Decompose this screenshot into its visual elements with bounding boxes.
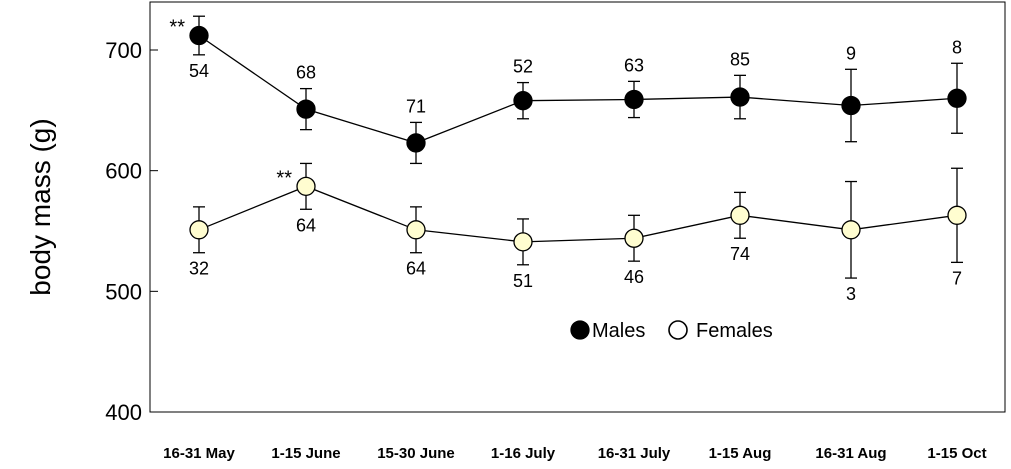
data-point — [730, 205, 750, 225]
sample-size-label: 68 — [296, 63, 316, 83]
sample-size-label: 9 — [846, 43, 856, 63]
data-point — [406, 220, 426, 240]
sample-size-label: 71 — [406, 96, 426, 116]
sample-size-label: 64 — [406, 259, 426, 279]
legend-label-females: Females — [696, 320, 773, 342]
data-point — [730, 87, 750, 107]
y-tick-label: 400 — [105, 400, 142, 425]
data-point — [296, 176, 316, 197]
significance-label: ** — [276, 167, 292, 189]
series-line — [198, 185, 958, 243]
y-tick-label: 600 — [105, 159, 142, 184]
x-tick-label: 16-31 May — [163, 445, 235, 462]
x-tick-label: 1-15 Oct — [927, 445, 986, 462]
labels-group: 54 68 71 52 63 85 9 8 ** 32 64 64 51 46 74 3 7 ** — [169, 17, 962, 305]
data-point — [189, 220, 209, 240]
series-group — [189, 15, 967, 279]
data-point — [947, 205, 967, 225]
data-point — [296, 99, 316, 119]
sample-size-label: 32 — [189, 259, 209, 279]
data-point — [841, 95, 861, 116]
significance-label: ** — [169, 17, 185, 39]
x-tick-label: 15-30 June — [377, 445, 455, 462]
x-tick-label: 1-16 July — [491, 445, 556, 462]
data-point — [841, 220, 861, 240]
data-point — [189, 25, 209, 46]
legend-marker-males — [570, 320, 590, 340]
sample-size-label: 63 — [624, 55, 644, 75]
y-axis-label: body mass (g) — [25, 118, 56, 295]
legend-marker-females — [668, 320, 688, 340]
sample-size-label: 8 — [952, 37, 962, 57]
y-tick-label: 700 — [105, 38, 142, 63]
sample-size-label: 51 — [513, 271, 533, 291]
data-point — [947, 88, 967, 108]
sample-size-label: 46 — [624, 267, 644, 287]
legend-label-males: Males — [592, 320, 645, 342]
data-point — [624, 89, 644, 110]
sample-size-label: 85 — [730, 49, 750, 69]
data-point — [406, 133, 426, 153]
data-point — [513, 232, 533, 252]
legend: Males Females — [570, 320, 773, 342]
sample-size-label: 52 — [513, 57, 533, 77]
data-point — [513, 91, 533, 111]
x-tick-label: 16-31 July — [598, 445, 671, 462]
sample-size-label: 3 — [846, 284, 856, 304]
x-tick-label: 1-15 June — [271, 445, 340, 462]
plot-frame — [149, 1, 1006, 413]
x-tick-label: 16-31 Aug — [815, 445, 886, 462]
y-tick-label: 500 — [105, 279, 142, 304]
data-point — [624, 228, 644, 248]
x-tick-label: 1-15 Aug — [709, 445, 772, 462]
axes-group: 400 500 600 700 body mass (g) 16-31 May 1-15 J… — [25, 38, 987, 462]
sample-size-label: 74 — [730, 244, 750, 264]
series-line — [198, 34, 958, 144]
sample-size-label: 54 — [189, 61, 209, 81]
sample-size-label: 7 — [952, 268, 962, 288]
sample-size-label: 64 — [296, 215, 316, 235]
